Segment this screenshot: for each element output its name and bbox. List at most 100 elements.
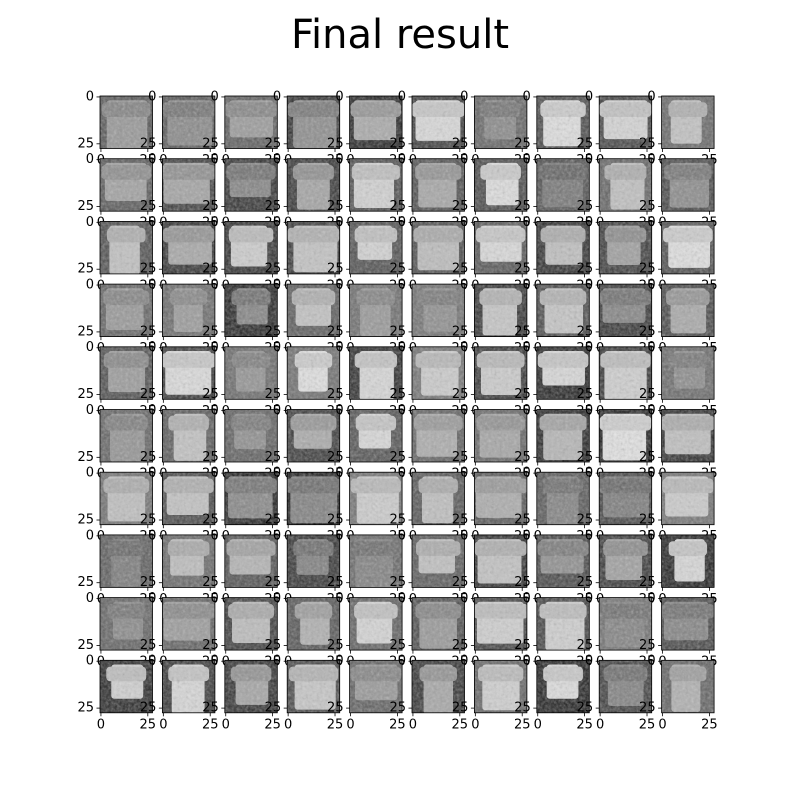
y-tick-label: 0	[335, 89, 343, 104]
y-tick-label: 25	[577, 638, 594, 653]
image-grain	[224, 660, 278, 713]
image-grain	[661, 158, 715, 212]
image	[412, 158, 465, 212]
image-grain	[661, 221, 715, 274]
y-tick-label: 25	[639, 199, 656, 214]
image-grain	[412, 346, 465, 400]
y-tick-label: 25	[77, 701, 94, 716]
y-tick-label: 25	[514, 199, 531, 214]
y-tick-label: 25	[389, 450, 406, 465]
image	[162, 472, 215, 525]
y-tick-label: 0	[585, 340, 593, 355]
image-grain	[474, 472, 527, 525]
image	[474, 346, 527, 400]
image	[661, 660, 715, 713]
y-tick-label: 25	[265, 324, 282, 339]
image-grain	[287, 597, 340, 651]
image	[162, 284, 215, 337]
image-grain	[162, 472, 215, 525]
image	[224, 96, 278, 149]
y-tick-label: 0	[460, 215, 468, 230]
image-grain	[162, 96, 215, 149]
y-tick-label: 0	[647, 528, 655, 543]
image-grain	[474, 96, 527, 149]
image	[100, 221, 153, 274]
image	[100, 346, 153, 400]
image	[287, 158, 340, 212]
image	[661, 472, 715, 525]
image-grain	[287, 346, 340, 400]
x-tick-label: 0	[596, 717, 604, 732]
image-grain	[412, 409, 465, 462]
axes-frame	[661, 409, 715, 463]
axes-frame	[598, 471, 653, 526]
y-tick-label: 25	[265, 387, 282, 402]
y-tick-label: 25	[140, 450, 157, 465]
y-tick-label: 0	[273, 89, 281, 104]
y-tick-label: 25	[452, 575, 469, 590]
image-grain	[599, 96, 652, 149]
axes-frame	[473, 534, 528, 588]
image-grain	[349, 158, 403, 212]
image	[599, 96, 652, 149]
axes-frame	[99, 471, 153, 526]
image-grain	[100, 597, 153, 651]
y-tick-label: 0	[211, 152, 219, 167]
image-grain	[100, 472, 153, 525]
y-tick-label: 25	[639, 701, 656, 716]
axes-frame	[473, 95, 528, 149]
y-tick-label: 0	[585, 278, 593, 293]
image	[224, 409, 278, 462]
y-tick-label: 0	[523, 89, 531, 104]
image-grain	[162, 409, 215, 462]
image-grain	[100, 284, 153, 337]
y-tick-label: 25	[389, 262, 406, 277]
y-tick-label: 25	[202, 387, 219, 402]
axes-frame	[598, 283, 653, 338]
image	[100, 472, 153, 525]
y-tick-label: 25	[77, 262, 94, 277]
y-tick-label: 0	[335, 403, 343, 418]
axes-frame	[473, 346, 528, 400]
image-grain	[224, 96, 278, 149]
axes-frame	[349, 283, 403, 338]
y-tick-label: 25	[452, 450, 469, 465]
y-tick-label: 25	[202, 575, 219, 590]
x-tick-label: 25	[140, 717, 157, 732]
image	[287, 96, 340, 149]
y-tick-label: 25	[639, 136, 656, 151]
image	[287, 597, 340, 651]
image	[474, 597, 527, 651]
y-tick-label: 25	[389, 701, 406, 716]
image	[349, 534, 403, 588]
image-grain	[474, 346, 527, 400]
axes-frame	[224, 409, 278, 463]
image-grain	[349, 96, 403, 149]
y-tick-label: 25	[514, 324, 531, 339]
y-tick-label: 25	[327, 450, 344, 465]
image-grain	[100, 660, 153, 713]
image	[162, 597, 215, 651]
y-tick-label: 25	[77, 450, 94, 465]
y-tick-label: 25	[577, 450, 594, 465]
axes-frame	[349, 471, 403, 526]
image	[349, 158, 403, 212]
image-grain	[599, 409, 652, 462]
y-tick-label: 0	[86, 89, 94, 104]
axes-frame	[661, 283, 715, 338]
x-tick-label: 0	[97, 717, 105, 732]
axes-frame	[161, 346, 216, 400]
y-tick-label: 0	[273, 340, 281, 355]
axes-frame	[349, 158, 403, 212]
image	[100, 96, 153, 149]
